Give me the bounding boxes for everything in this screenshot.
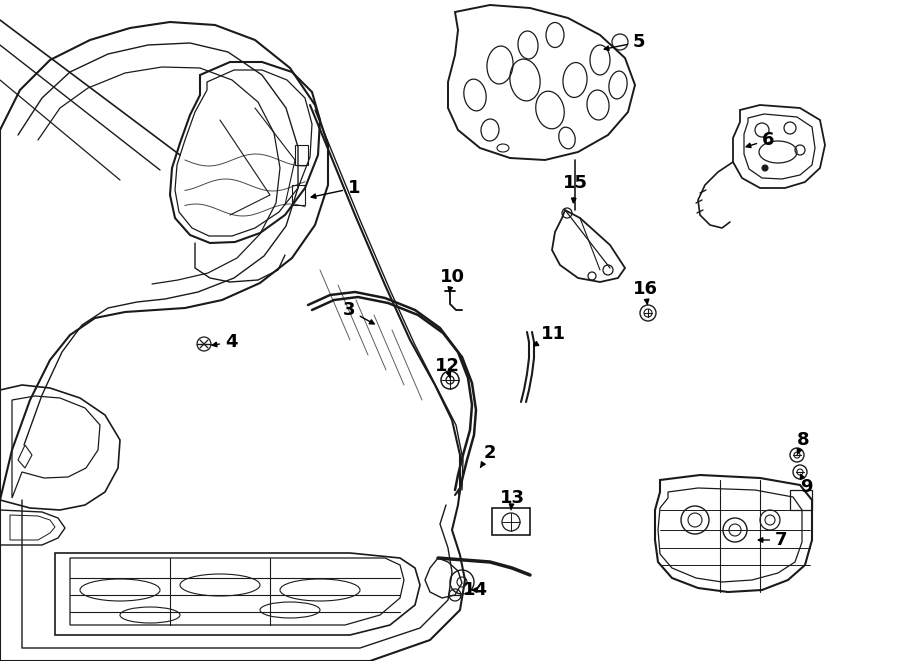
Text: 1: 1: [311, 179, 361, 198]
Text: 15: 15: [562, 174, 588, 203]
Text: 7: 7: [759, 531, 788, 549]
Text: 10: 10: [440, 268, 465, 292]
Text: 2: 2: [481, 444, 496, 467]
Text: 3: 3: [343, 301, 374, 324]
Circle shape: [762, 165, 768, 171]
Text: 13: 13: [500, 489, 525, 510]
Text: 12: 12: [435, 357, 460, 378]
Text: 16: 16: [633, 280, 658, 304]
Text: 4: 4: [212, 333, 238, 351]
Text: 9: 9: [800, 475, 813, 496]
Text: 5: 5: [604, 33, 645, 51]
Text: 11: 11: [534, 325, 566, 346]
Text: 8: 8: [797, 431, 810, 454]
Text: 6: 6: [746, 131, 775, 149]
Text: 14: 14: [463, 581, 488, 599]
